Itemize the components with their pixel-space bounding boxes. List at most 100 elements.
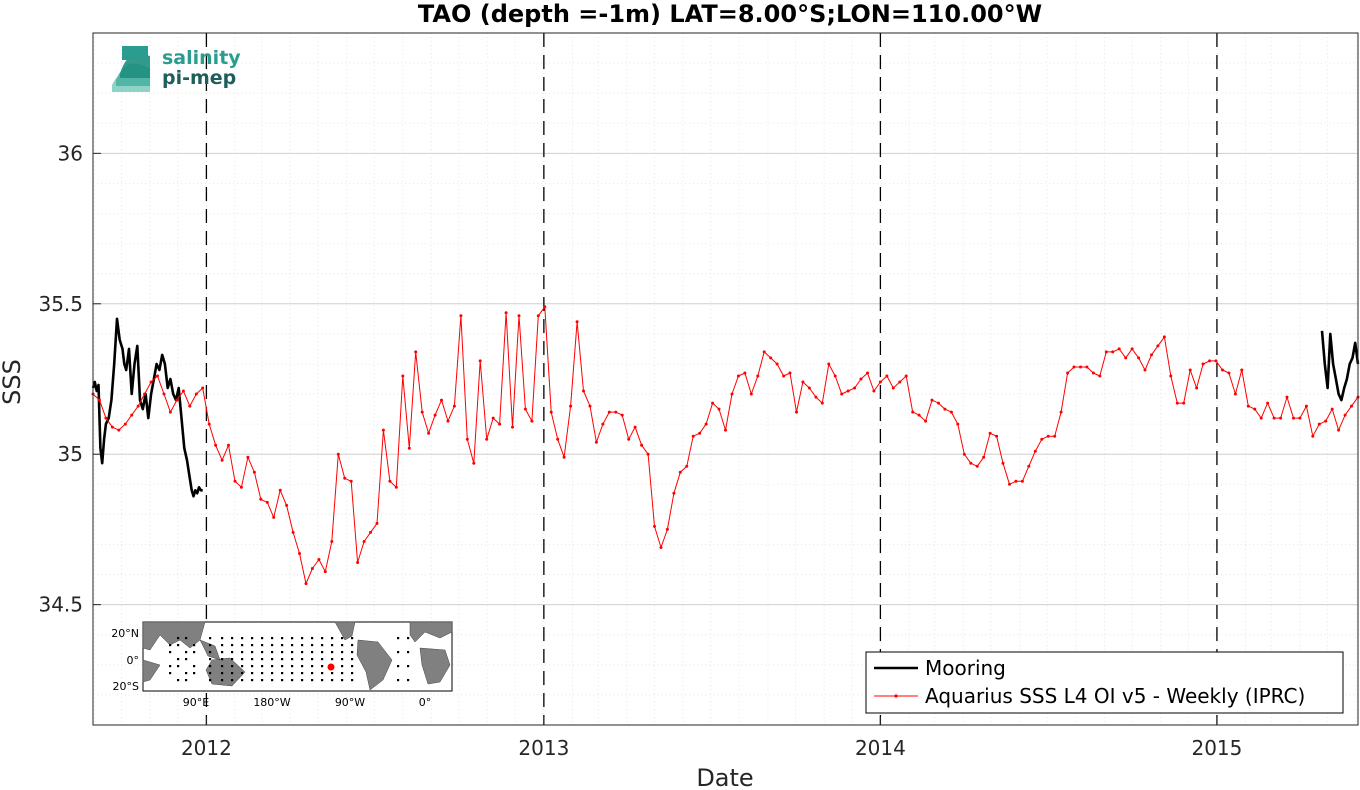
series-aquarius-point — [220, 458, 224, 462]
inset-buoy-marker — [351, 672, 354, 675]
series-aquarius-point — [724, 428, 727, 432]
series-aquarius-point — [730, 392, 734, 396]
series-aquarius-point — [388, 479, 392, 483]
inset-buoy-marker — [261, 665, 264, 668]
inset-lat-20s: 20°S — [113, 680, 139, 693]
series-aquarius-point — [1175, 401, 1179, 405]
series-aquarius-point — [949, 410, 953, 414]
series-aquarius-point — [1098, 374, 1102, 378]
series-aquarius-point — [394, 485, 398, 489]
inset-buoy-marker — [407, 679, 410, 682]
series-aquarius-point — [498, 422, 502, 426]
series-aquarius-point — [530, 419, 534, 423]
inset-buoy-marker — [291, 672, 294, 675]
series-aquarius-point — [1162, 335, 1166, 339]
series-aquarius-point — [1266, 401, 1270, 405]
inset-buoy-marker — [331, 672, 334, 675]
series-aquarius-point — [401, 374, 405, 378]
series-aquarius-point — [1085, 365, 1089, 369]
series-aquarius-point — [130, 413, 134, 417]
series-aquarius-point — [259, 497, 263, 501]
series-aquarius-point — [1117, 347, 1121, 351]
inset-buoy-marker — [281, 672, 284, 675]
series-aquarius-point — [349, 479, 353, 483]
inset-buoy-marker — [241, 658, 244, 661]
y-tick-label: 36 — [58, 141, 83, 165]
series-aquarius-point — [1253, 407, 1257, 411]
series-aquarius-point — [1279, 416, 1283, 420]
inset-buoy-marker — [177, 679, 180, 682]
inset-buoy-marker — [221, 658, 224, 661]
inset-buoy-marker — [231, 644, 234, 647]
inset-buoy-marker — [261, 651, 264, 654]
inset-buoy-marker — [271, 644, 274, 647]
inset-buoy-marker — [281, 665, 284, 668]
series-aquarius-point — [356, 561, 360, 564]
inset-buoy-marker — [251, 637, 254, 640]
series-aquarius-point — [233, 479, 237, 483]
series-aquarius-point — [1259, 416, 1263, 420]
series-aquarius-point — [659, 546, 663, 549]
legend-label-aquarius: Aquarius SSS L4 OI v5 - Weekly (IPRC) — [925, 684, 1305, 708]
series-aquarius-point — [937, 401, 940, 405]
logo-mark-icon — [112, 46, 150, 92]
series-aquarius-point — [995, 434, 999, 438]
inset-land — [142, 621, 453, 691]
inset-buoy-marker — [351, 665, 354, 668]
inset-buoy-marker — [291, 658, 294, 661]
inset-buoy-marker — [241, 672, 244, 675]
series-aquarius-point — [1221, 368, 1224, 372]
inset-buoy-marker — [311, 651, 314, 654]
series-aquarius-point — [246, 455, 250, 459]
inset-buoy-marker — [311, 672, 314, 675]
series-aquarius-point — [1072, 365, 1076, 369]
series-aquarius-point — [743, 371, 747, 375]
series-aquarius-point — [859, 377, 863, 381]
inset-buoy-marker — [169, 665, 172, 668]
series-aquarius-point — [795, 410, 798, 414]
series-aquarius-point — [1111, 350, 1115, 354]
series-aquarius-point — [1311, 434, 1315, 438]
series-aquarius-point — [1091, 371, 1095, 375]
inset-lon-90w: 90°W — [335, 696, 365, 709]
series-aquarius-point — [749, 392, 753, 396]
series-aquarius-point — [594, 440, 598, 444]
series-aquarius-point — [207, 422, 211, 426]
series-aquarius-point — [885, 374, 889, 378]
inset-buoy-marker — [331, 651, 334, 654]
series-aquarius-point — [414, 350, 418, 354]
series-aquarius-point — [1130, 347, 1134, 351]
series-aquarius-point — [214, 443, 218, 447]
x-tick-label: 2015 — [1191, 736, 1242, 760]
series-aquarius-point — [1079, 365, 1082, 369]
inset-buoy-marker — [271, 665, 274, 668]
inset-buoy-marker — [241, 651, 244, 654]
inset-buoy-marker — [271, 658, 274, 661]
series-aquarius-point — [582, 389, 585, 393]
inset-buoy-marker — [407, 665, 410, 668]
inset-buoy-marker — [341, 679, 344, 682]
inset-buoy-marker — [301, 644, 304, 647]
series-aquarius-point — [156, 374, 159, 378]
series-aquarius-point — [1330, 407, 1334, 411]
inset-buoy-marker — [185, 658, 188, 661]
chart-title: TAO (depth =-1m) LAT=8.00°S;LON=110.00°W — [418, 0, 1042, 28]
inset-buoy-marker — [341, 651, 344, 654]
inset-buoy-marker — [193, 644, 196, 647]
inset-buoy-marker — [241, 637, 244, 640]
series-aquarius-point — [982, 455, 986, 459]
series-aquarius-point — [1156, 344, 1160, 348]
series-aquarius-point — [640, 443, 644, 447]
series-aquarius-point — [330, 540, 334, 543]
y-axis-label: SSS — [0, 359, 26, 405]
y-tick-label: 34.5 — [38, 593, 83, 617]
inset-buoy-marker — [231, 679, 234, 682]
series-aquarius-point — [446, 419, 450, 423]
inset-buoy-marker — [169, 651, 172, 654]
logo-line1: salinity — [162, 47, 241, 69]
series-aquarius-point — [549, 410, 553, 414]
series-aquarius-point — [310, 567, 314, 570]
inset-buoy-marker — [311, 637, 314, 640]
inset-buoy-marker — [261, 672, 264, 675]
series-aquarius-point — [304, 582, 308, 586]
